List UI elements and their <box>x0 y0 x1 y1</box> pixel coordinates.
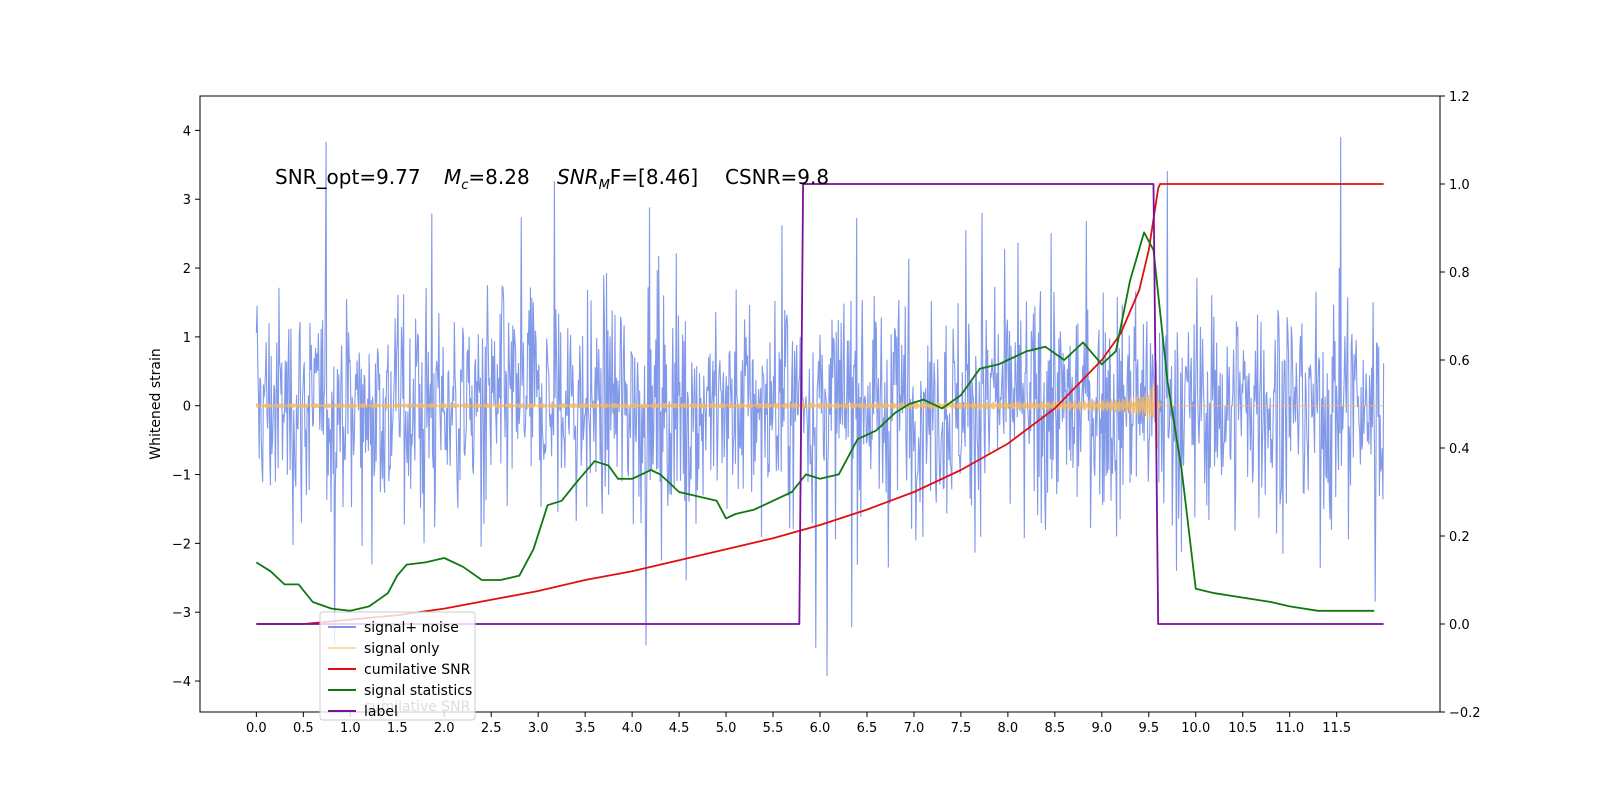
x-axis: 0.0 0.5 1.0 1.5 2.0 2.5 3.0 3.5 4.0 4.5 5.0 5.5 6.0 6… <box>246 712 1351 736</box>
x-tick-label: 0.5 <box>293 721 314 736</box>
x-tick-label: 2.5 <box>481 721 502 736</box>
y-right-tick-label: 0.6 <box>1449 354 1470 369</box>
y-left-tick-label: 0 <box>183 400 191 415</box>
annotation-snr-opt: SNR_opt=9.77 <box>275 165 421 189</box>
series-label <box>256 183 1384 625</box>
x-tick-label: 5.5 <box>763 721 784 736</box>
x-tick-label: 8.5 <box>1045 721 1066 736</box>
legend-entry-label: signal statistics <box>364 683 472 699</box>
series-signal-statistics <box>255 231 1375 612</box>
legend-ghost-text: cumilative SNR <box>364 699 471 715</box>
x-tick-label: 3.0 <box>528 721 549 736</box>
annotation-csnr: CSNR=9.8 <box>725 165 829 189</box>
x-tick-label: 9.0 <box>1091 721 1112 736</box>
y-right-tick-label: 0.4 <box>1449 442 1470 457</box>
legend-entry-label: label <box>364 704 398 720</box>
y-right-tick-label: 0.2 <box>1449 530 1470 545</box>
x-tick-label: 7.5 <box>951 721 972 736</box>
x-tick-label: 8.0 <box>998 721 1019 736</box>
y-left-tick-label: −1 <box>172 469 191 484</box>
y-right-tick-label: 1.0 <box>1449 178 1470 193</box>
x-tick-label: 11.0 <box>1275 721 1304 736</box>
y-left-tick-label: 2 <box>183 262 191 277</box>
y-left-tick-label: 1 <box>183 331 191 346</box>
x-tick-label: 4.5 <box>669 721 690 736</box>
x-tick-label: 11.5 <box>1322 721 1351 736</box>
y-left-tick-label: 3 <box>183 193 191 208</box>
x-tick-label: 3.5 <box>575 721 596 736</box>
legend-entry-label: cumilative SNR <box>364 662 471 678</box>
plot-area <box>255 137 1385 677</box>
x-tick-label: 5.0 <box>716 721 737 736</box>
y-right-tick-label: 0.8 <box>1449 266 1470 281</box>
y-axis-title: Whitened strain <box>148 348 164 459</box>
x-tick-label: 1.5 <box>387 721 408 736</box>
x-tick-label: 6.5 <box>857 721 878 736</box>
annotation-mc: Mc=8.28 <box>444 165 530 193</box>
x-tick-label: 4.0 <box>622 721 643 736</box>
x-tick-label: 9.5 <box>1138 721 1159 736</box>
annotation-line: SNR_opt=9.77 Mc=8.28 SNRMF=[8.46] CSNR=9… <box>275 165 829 193</box>
y-right-tick-label: 0.0 <box>1449 618 1470 633</box>
x-tick-label: 2.0 <box>434 721 455 736</box>
x-tick-label: 0.0 <box>246 721 267 736</box>
y-left-tick-label: −3 <box>172 606 191 621</box>
x-tick-label: 1.0 <box>340 721 361 736</box>
x-tick-label: 10.5 <box>1228 721 1257 736</box>
legend-entry-label: signal only <box>364 641 439 657</box>
x-tick-label: 6.0 <box>810 721 831 736</box>
y-left-tick-label: −2 <box>172 537 191 552</box>
x-tick-label: 10.0 <box>1181 721 1210 736</box>
legend: cumilative SNR signal+ noise signal only c… <box>319 611 476 721</box>
y-right-tick-label: −0.2 <box>1449 706 1481 721</box>
annotation-snr-mf: SNRMF=[8.46] <box>557 165 698 193</box>
legend-box <box>319 611 476 721</box>
x-tick-label: 7.0 <box>904 721 925 736</box>
y-axis-right: 1.2 1.0 0.8 0.6 0.4 0.2 0.0 −0.2 <box>1440 90 1481 721</box>
y-right-tick-label: 1.2 <box>1449 90 1470 105</box>
y-axis-left: 4 3 2 1 0 −1 −2 −3 −4 <box>172 124 200 690</box>
series-signal-only <box>255 374 1384 449</box>
series-signal-noise <box>255 137 1385 677</box>
series-cumulative-snr <box>256 183 1384 625</box>
y-left-tick-label: −4 <box>172 675 191 690</box>
y-left-tick-label: 4 <box>183 124 191 139</box>
legend-entry-label: signal+ noise <box>364 620 459 636</box>
